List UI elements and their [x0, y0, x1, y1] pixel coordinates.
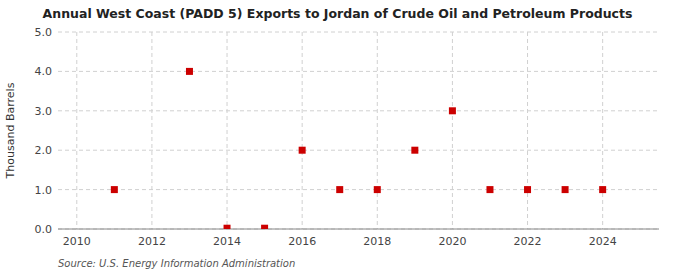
y-grid-line [58, 189, 659, 190]
y-tick-label: 0.0 [35, 223, 53, 236]
scatter-point [449, 107, 456, 114]
y-grid-line [58, 71, 659, 72]
title: Annual West Coast (PADD 5) Exports to Jo… [43, 6, 633, 21]
x-grid-line [76, 32, 77, 229]
scatter-point [224, 225, 231, 229]
x-tick-label: 2020 [438, 235, 466, 248]
x-axis-line [58, 229, 659, 230]
x-grid-line [377, 32, 378, 229]
scatter-point [299, 147, 306, 154]
x-tick-label: 2024 [589, 235, 617, 248]
x-grid-line [227, 32, 228, 229]
x-tick-label: 2016 [288, 235, 316, 248]
data-points [111, 68, 606, 229]
y-tick-label: 5.0 [35, 26, 53, 39]
x-grid-line [452, 32, 453, 229]
x-tick-label: 2014 [213, 235, 241, 248]
scatter-point [562, 186, 569, 193]
x-tick-label: 2012 [138, 235, 166, 248]
x-tick-label: 2018 [363, 235, 391, 248]
source-note: Source: U.S. Energy Information Administ… [58, 258, 295, 269]
scatter-point [486, 186, 493, 193]
scatter-point [111, 186, 118, 193]
x-grid-line [527, 32, 528, 229]
grid [58, 32, 659, 229]
scatter-point [524, 186, 531, 193]
chart-svg: Annual West Coast (PADD 5) Exports to Jo… [0, 0, 675, 275]
scatter-point [374, 186, 381, 193]
y-tick-label: 2.0 [35, 144, 53, 157]
x-grid-line [602, 32, 603, 229]
x-tick-label: 2010 [63, 235, 91, 248]
y-grid-line [58, 32, 659, 33]
axes: 0.0 1.0 2.0 3.0 4.0 5.0 2010 2012 2014 2016 2018 20… [35, 26, 660, 248]
y-grid-line [58, 229, 659, 230]
y-tick-label: 1.0 [35, 184, 53, 197]
y-axis-label: Thousand Barrels [4, 82, 17, 179]
x-grid-line [302, 32, 303, 229]
x-tick-label: 2022 [514, 235, 542, 248]
scatter-point [411, 147, 418, 154]
y-tick-label: 4.0 [35, 65, 53, 78]
y-grid-line [58, 110, 659, 111]
scatter-point [336, 186, 343, 193]
y-grid-line [58, 150, 659, 151]
scatter-point [186, 68, 193, 75]
scatter-point [599, 186, 606, 193]
y-tick-label: 3.0 [35, 105, 53, 118]
x-grid-line [151, 32, 152, 229]
scatter-point [261, 225, 268, 229]
chart-container: Annual West Coast (PADD 5) Exports to Jo… [0, 0, 675, 275]
